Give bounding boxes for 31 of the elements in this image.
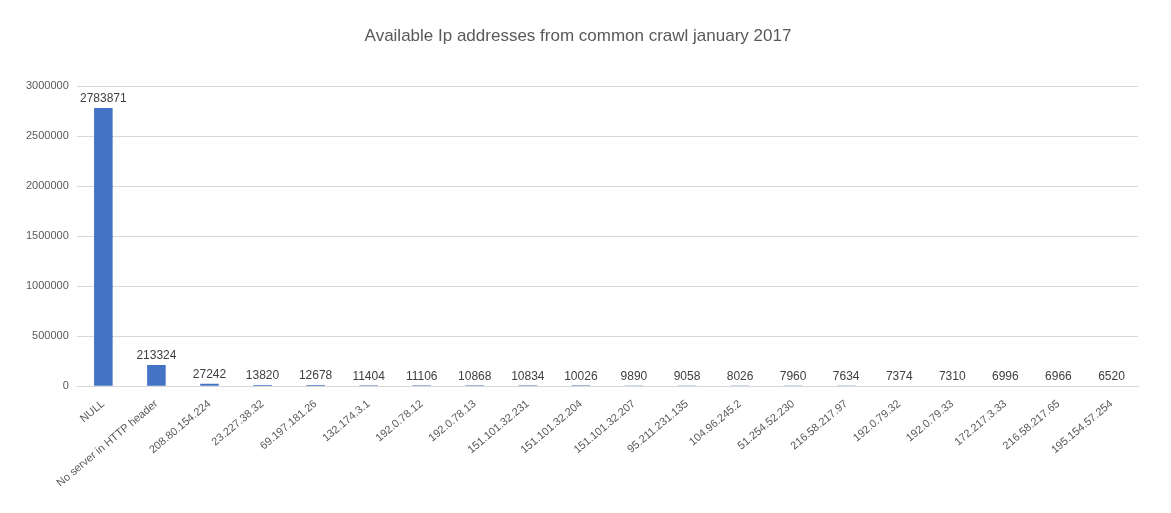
data-label: 213324 xyxy=(136,348,177,363)
data-label: 10026 xyxy=(564,368,598,383)
y-tick-label: 1500000 xyxy=(26,229,69,242)
data-label: 12678 xyxy=(298,368,333,383)
data-label: 27242 xyxy=(192,366,227,381)
data-label: 10834 xyxy=(511,368,545,383)
data-label: 13820 xyxy=(245,368,280,383)
data-label: 7374 xyxy=(885,368,913,383)
y-tick-label: 2000000 xyxy=(26,179,69,192)
bar xyxy=(200,383,219,386)
y-tick-label: 500000 xyxy=(32,329,69,342)
bar xyxy=(94,108,113,386)
chart-title: Available Ip addresses from common crawl january 2017 xyxy=(364,25,792,45)
y-tick-label: 1000000 xyxy=(26,279,69,292)
data-label: 10868 xyxy=(458,368,492,383)
data-label: 7634 xyxy=(832,368,860,383)
data-label: 6996 xyxy=(992,368,1020,383)
data-label: 6966 xyxy=(1045,368,1073,383)
data-label: 2783871 xyxy=(79,91,128,106)
y-tick-label: 3000000 xyxy=(26,79,69,92)
data-label: 8026 xyxy=(726,368,754,383)
data-label: 9058 xyxy=(673,368,701,383)
bar xyxy=(147,365,166,386)
y-tick-label: 2500000 xyxy=(26,129,69,142)
data-label: 7960 xyxy=(779,368,807,383)
data-label: 11106 xyxy=(405,368,438,383)
data-label: 11404 xyxy=(352,368,386,383)
data-label: 9890 xyxy=(620,368,648,383)
y-tick-label: 0 xyxy=(62,379,69,392)
data-label: 6520 xyxy=(1098,369,1126,384)
data-label: 7310 xyxy=(938,368,966,383)
